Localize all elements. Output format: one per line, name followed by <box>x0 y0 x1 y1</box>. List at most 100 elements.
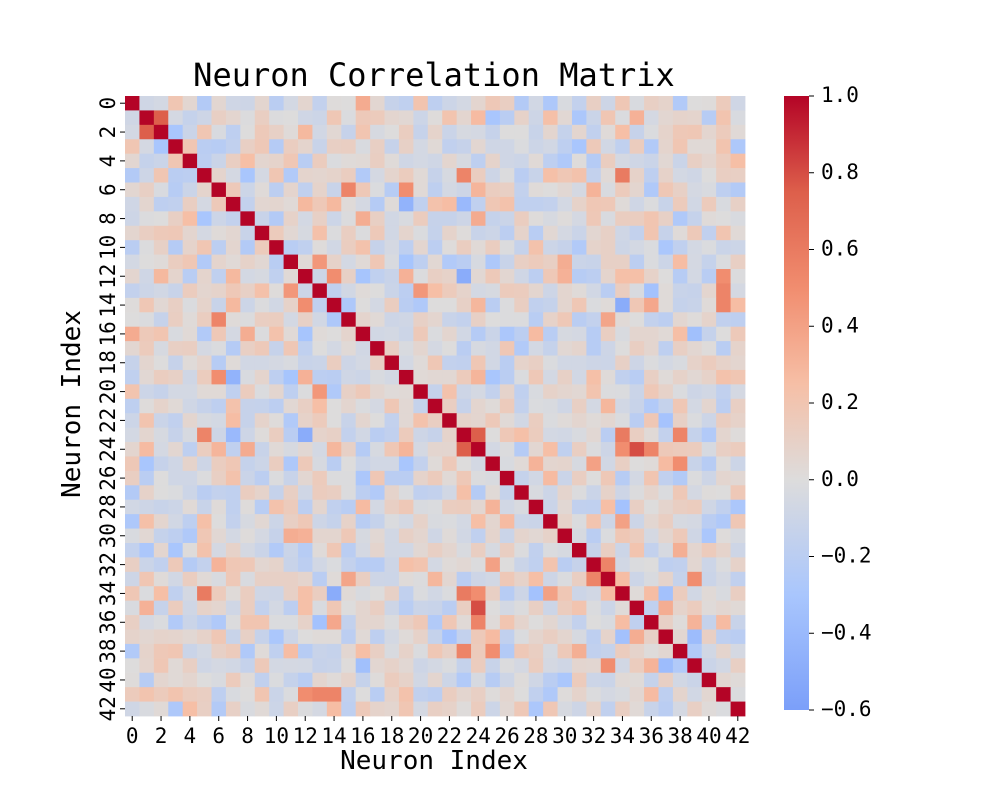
heatmap-cell <box>355 384 371 400</box>
heatmap-cell <box>427 456 443 472</box>
heatmap-cell <box>730 643 746 659</box>
heatmap-cell <box>658 124 674 140</box>
heatmap-cell <box>600 586 616 602</box>
heatmap-cell <box>528 470 544 486</box>
heatmap-cell <box>456 269 472 284</box>
heatmap-cell <box>442 615 458 630</box>
heatmap-cell <box>528 672 544 688</box>
heatmap-cell <box>168 514 184 529</box>
heatmap-cell <box>398 658 414 674</box>
heatmap-cell <box>355 643 371 659</box>
heatmap-cell <box>571 514 587 529</box>
heatmap-cell <box>543 369 558 385</box>
heatmap-cell <box>398 687 414 702</box>
heatmap-cell <box>543 499 558 515</box>
heatmap-cell <box>168 211 184 227</box>
y-tick-label: 26 <box>96 465 120 490</box>
heatmap-cell <box>427 470 443 486</box>
heatmap-cell <box>658 643 674 659</box>
heatmap-cell <box>499 672 515 688</box>
heatmap-cell <box>528 297 544 313</box>
heatmap-cell <box>528 615 544 630</box>
heatmap-cell <box>312 442 328 457</box>
heatmap-cell <box>514 182 530 198</box>
heatmap-cell <box>125 456 140 472</box>
heatmap-cell <box>557 225 573 241</box>
heatmap-cell <box>355 413 371 429</box>
heatmap-cell <box>298 687 313 702</box>
heatmap-cell <box>615 110 631 126</box>
heatmap-cell <box>615 600 631 616</box>
heatmap-cell <box>471 586 486 602</box>
heatmap-cell <box>153 312 169 328</box>
heatmap-cell <box>456 139 472 155</box>
heatmap-cell <box>182 269 198 284</box>
heatmap-cell <box>672 153 688 169</box>
heatmap-cell <box>153 687 169 702</box>
heatmap-cell <box>615 326 631 342</box>
heatmap-cell <box>471 297 486 313</box>
heatmap-cell <box>615 355 631 371</box>
heatmap-cell <box>687 701 703 717</box>
heatmap-cell <box>283 528 299 544</box>
heatmap-cell <box>629 514 645 529</box>
heatmap-cell <box>197 96 212 111</box>
heatmap-cell <box>514 369 530 385</box>
heatmap-cell <box>197 168 212 183</box>
heatmap-cell <box>355 672 371 688</box>
heatmap-cell <box>326 442 342 457</box>
heatmap-cell <box>543 312 558 328</box>
heatmap-cell <box>644 442 659 457</box>
heatmap-cell <box>600 571 616 587</box>
heatmap-cell <box>197 355 212 371</box>
heatmap-cell <box>471 600 486 616</box>
heatmap-cell <box>225 96 241 111</box>
heatmap-cell <box>471 312 486 328</box>
heatmap-cell <box>701 542 717 558</box>
heatmap-cell <box>341 470 357 486</box>
heatmap-cell <box>442 326 458 342</box>
heatmap-cell <box>197 254 212 270</box>
heatmap-cell <box>312 225 328 241</box>
heatmap-cell <box>499 413 515 429</box>
heatmap-cell <box>499 643 515 659</box>
heatmap-cell <box>586 701 602 717</box>
heatmap-cell <box>312 297 328 313</box>
heatmap-cell <box>716 701 731 717</box>
heatmap-cell <box>312 615 328 630</box>
heatmap-cell <box>644 110 659 126</box>
heatmap-cell <box>615 369 631 385</box>
heatmap-cell <box>442 312 458 328</box>
heatmap-cell <box>471 96 486 111</box>
heatmap-cell <box>716 355 731 371</box>
heatmap-cell <box>730 557 746 573</box>
heatmap-cell <box>557 456 573 472</box>
heatmap-cell <box>557 283 573 299</box>
heatmap-cell <box>312 240 328 256</box>
heatmap-cell <box>225 240 241 256</box>
heatmap-cell <box>571 211 587 227</box>
heatmap-cell <box>182 139 198 155</box>
heatmap-cell <box>269 629 285 645</box>
heatmap-cell <box>269 124 285 140</box>
heatmap-cell <box>644 96 659 111</box>
heatmap-cell <box>485 456 501 472</box>
heatmap-cell <box>413 687 429 702</box>
heatmap-cell <box>557 615 573 630</box>
heatmap-cell <box>384 427 400 443</box>
heatmap-cell <box>139 139 155 155</box>
y-tick-label: 10 <box>96 235 120 260</box>
heatmap-cell <box>442 571 458 587</box>
heatmap-cell <box>456 240 472 256</box>
heatmap-cell <box>211 398 227 414</box>
heatmap-cell <box>716 557 731 573</box>
heatmap-cell <box>471 701 486 717</box>
heatmap-cell <box>139 528 155 544</box>
heatmap-cell <box>125 557 140 573</box>
heatmap-cell <box>254 600 270 616</box>
heatmap-cell <box>485 283 501 299</box>
heatmap-cell <box>182 369 198 385</box>
heatmap-cell <box>298 211 313 227</box>
heatmap-cell <box>182 326 198 342</box>
heatmap-cell <box>398 139 414 155</box>
